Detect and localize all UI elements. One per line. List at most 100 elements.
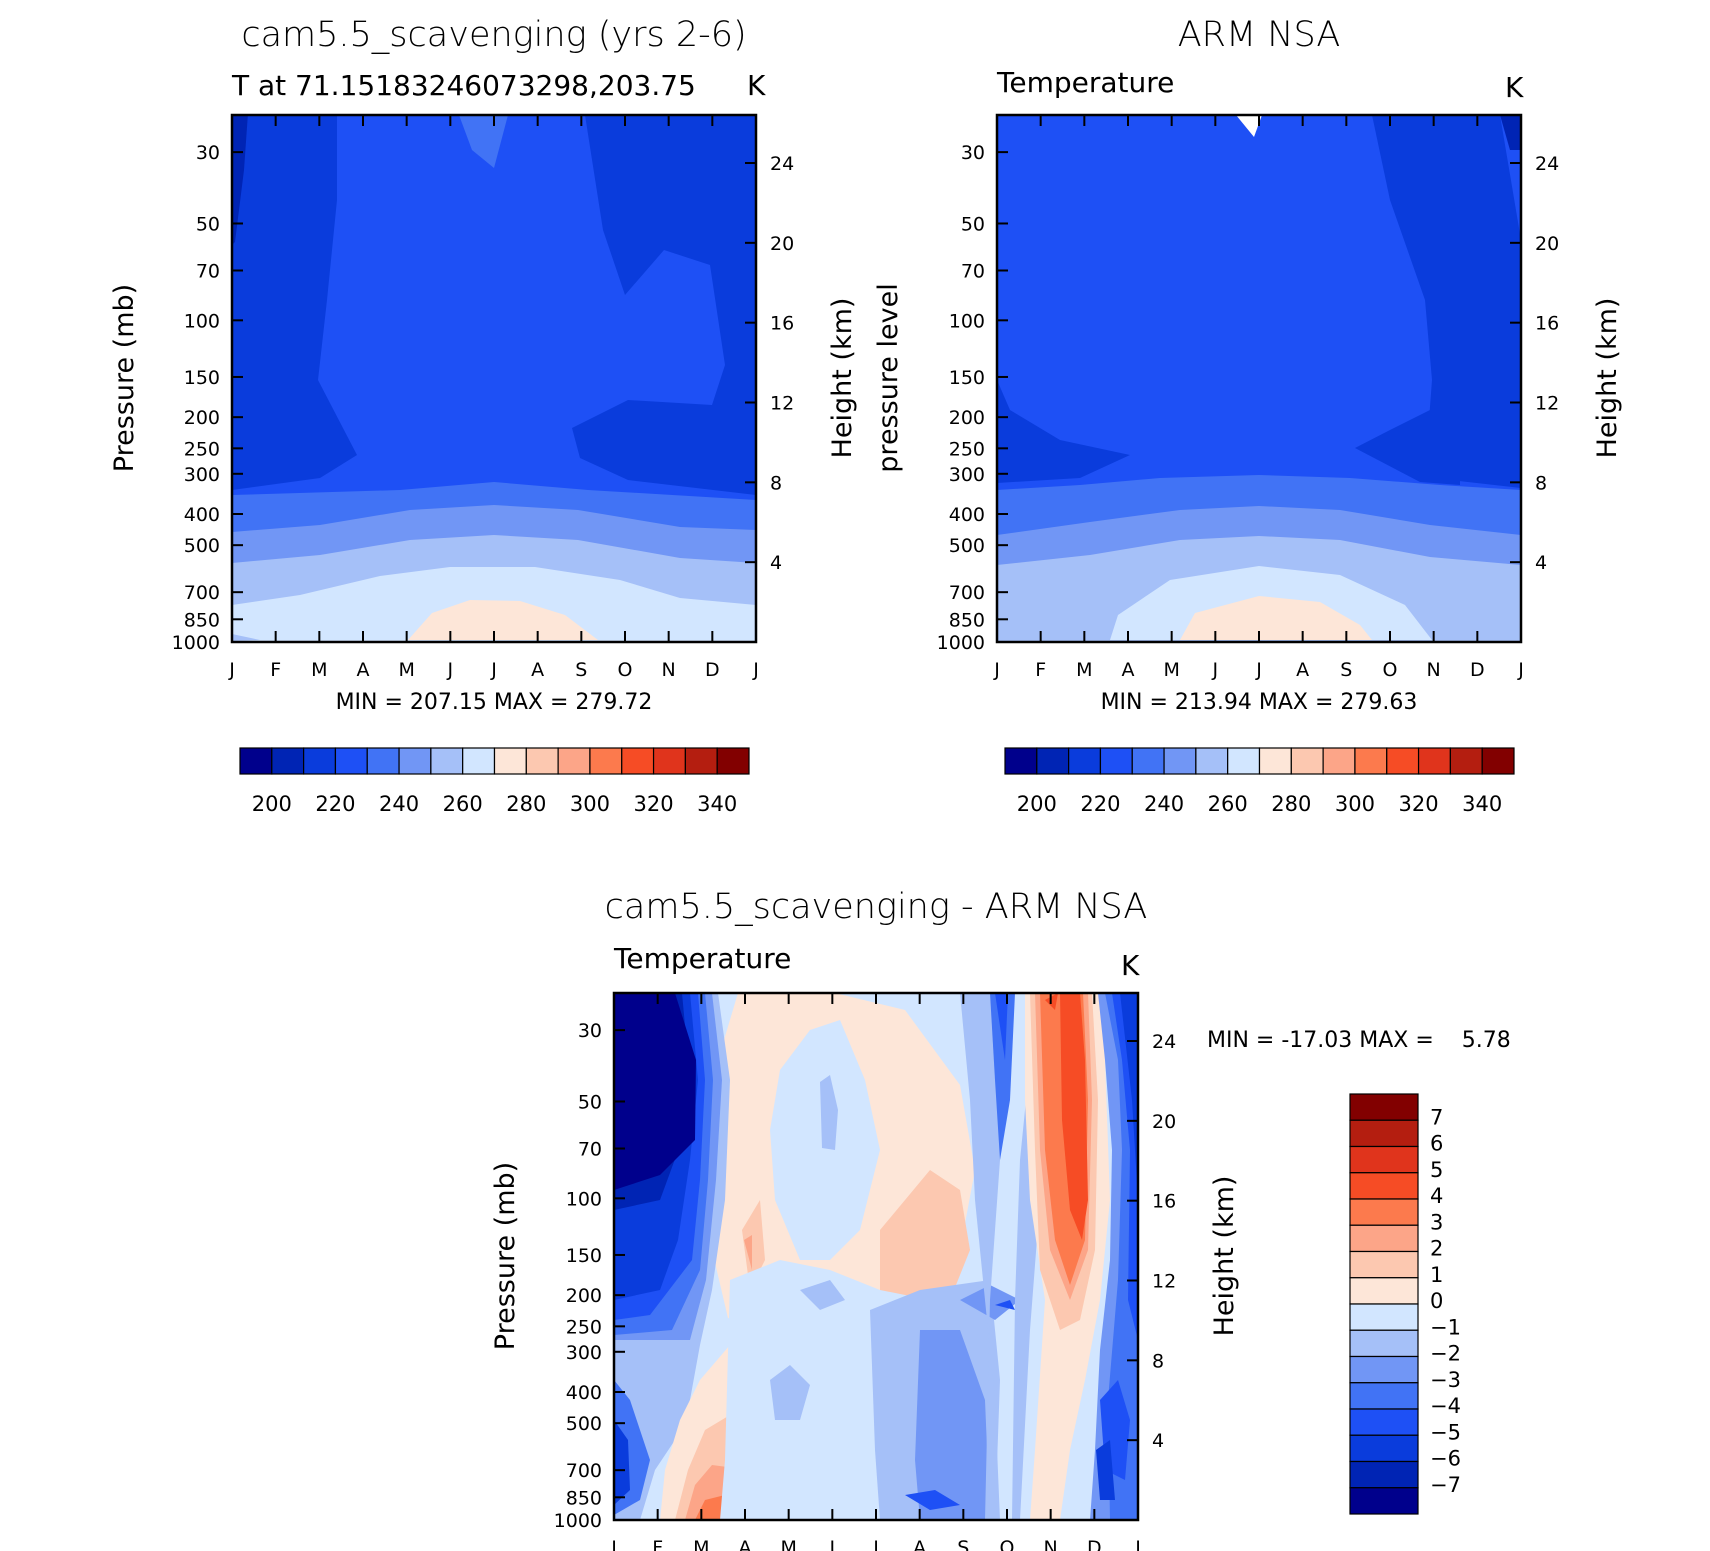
panel-obs-contours — [997, 115, 1521, 642]
y-right-tick-label: 16 — [770, 313, 794, 335]
colorbar-swatch — [1349, 1093, 1419, 1121]
panel-model-ylabel: Pressure (mb) — [109, 284, 140, 472]
x-tick-label: J — [1212, 659, 1219, 681]
panel-model-contours — [232, 115, 756, 642]
colorbar-label: 260 — [443, 792, 483, 816]
panel-obs-ylabel: pressure level — [873, 283, 904, 472]
colorbar-label: 240 — [379, 792, 419, 816]
colorbar-swatch — [1163, 747, 1197, 775]
y-tick-label: 300 — [949, 464, 985, 486]
colorbar-swatch — [1349, 1172, 1419, 1200]
y-right-tick-label: 8 — [770, 472, 782, 494]
colorbar-swatch — [716, 747, 750, 775]
colorbar-label: 6 — [1430, 1132, 1443, 1156]
colorbar-label: 3 — [1430, 1210, 1443, 1234]
colorbar-label: 240 — [1144, 792, 1184, 816]
colorbar-swatch — [1349, 1460, 1419, 1489]
colorbar-label: −1 — [1430, 1315, 1461, 1339]
y-tick-label: 50 — [196, 213, 220, 235]
colorbar-label: 300 — [1335, 792, 1375, 816]
colorbar-swatch — [652, 747, 686, 775]
y-tick-label: 30 — [961, 142, 985, 164]
x-tick-label: J — [1134, 1537, 1141, 1551]
y-right-tick-label: 4 — [1535, 552, 1547, 574]
y-tick-label: 1000 — [554, 1510, 602, 1532]
x-tick-label: S — [1340, 659, 1352, 681]
colorbar-label: −6 — [1430, 1447, 1461, 1471]
colorbar-swatch — [1068, 747, 1102, 775]
colorbar-swatch — [430, 747, 464, 775]
y-tick-label: 30 — [578, 1020, 602, 1042]
panel-model-units: K — [747, 69, 766, 102]
y-tick-label: 150 — [184, 367, 220, 389]
panel-diff-axes: J F M A M J J A S O N D J 30 50 70 100 150 200 250 300 400 500… — [554, 993, 1176, 1551]
x-tick-label: M — [398, 659, 414, 681]
colorbar-label: 1 — [1430, 1263, 1443, 1287]
x-tick-label: J — [447, 659, 454, 681]
colorbar-label: −5 — [1430, 1420, 1461, 1444]
y-tick-label: 100 — [949, 310, 985, 332]
x-tick-label: M — [693, 1537, 709, 1551]
y-tick-label: 1000 — [937, 632, 985, 654]
colorbar-label: 340 — [1462, 792, 1502, 816]
x-tick-label: S — [957, 1537, 969, 1551]
colorbar-swatch — [1481, 747, 1515, 775]
x-tick-label: F — [1035, 659, 1046, 681]
colorbar-swatch — [493, 747, 527, 775]
colorbar-swatch — [271, 747, 305, 775]
y-tick-label: 100 — [566, 1188, 602, 1210]
y-right-tick-label: 16 — [1535, 313, 1559, 335]
colorbar-swatch — [525, 747, 559, 775]
y-tick-label: 300 — [566, 1342, 602, 1364]
x-tick-label: M — [1076, 659, 1092, 681]
colorbar-label: 200 — [252, 792, 292, 816]
colorbar-label: 4 — [1430, 1184, 1443, 1208]
colorbar-label: −7 — [1430, 1473, 1461, 1497]
colorbar-swatch — [1004, 747, 1038, 775]
x-tick-label: N — [1427, 659, 1441, 681]
y-right-tick-label: 16 — [1152, 1191, 1176, 1213]
x-tick-label: J — [1517, 659, 1524, 681]
y-tick-label: 150 — [566, 1245, 602, 1267]
colorbar-label: 220 — [315, 792, 355, 816]
x-tick-label: M — [311, 659, 327, 681]
y-tick-label: 400 — [949, 504, 985, 526]
y-tick-label: 700 — [566, 1460, 602, 1482]
y-tick-label: 300 — [184, 464, 220, 486]
x-tick-label: A — [913, 1537, 926, 1551]
colorbar-swatch — [1099, 747, 1133, 775]
colorbar-swatch — [1386, 747, 1420, 775]
y-tick-label: 250 — [184, 438, 220, 460]
colorbar-swatch — [1354, 747, 1388, 775]
colorbar-label: 280 — [506, 792, 546, 816]
colorbar-swatch — [1349, 1303, 1419, 1331]
y-tick-label: 50 — [961, 213, 985, 235]
x-tick-label: J — [610, 1537, 617, 1551]
panel-obs-ylabel-right: Height (km) — [1592, 298, 1623, 459]
panel-obs: ARM NSA Temperature K J F M A M J J A S O N D J 30 50 7… — [873, 15, 1623, 816]
colorbar-swatch — [1349, 1408, 1419, 1436]
colorbar-swatch — [684, 747, 718, 775]
colorbar-swatch — [1258, 747, 1292, 775]
colorbar-swatch — [1349, 1198, 1419, 1226]
panel-diff-contours — [614, 993, 1138, 1520]
x-tick-label: O — [1383, 659, 1398, 681]
colorbar-swatch — [239, 747, 273, 775]
y-right-tick-label: 4 — [1152, 1430, 1164, 1452]
colorbar-swatch — [1349, 1119, 1419, 1148]
colorbar-label: 7 — [1430, 1105, 1443, 1129]
x-tick-label: O — [1000, 1537, 1015, 1551]
colorbar-swatch — [1349, 1224, 1419, 1253]
y-tick-label: 500 — [184, 535, 220, 557]
panel-model-minmax: MIN = 207.15 MAX = 279.72 — [336, 690, 653, 715]
x-tick-label: A — [357, 659, 370, 681]
y-right-tick-label: 8 — [1535, 472, 1547, 494]
x-tick-label: S — [575, 659, 587, 681]
colorbar-swatch — [1322, 747, 1356, 775]
y-tick-label: 100 — [184, 310, 220, 332]
x-tick-label: D — [705, 659, 720, 681]
colorbar-swatch — [1036, 747, 1070, 775]
panel-obs-title: ARM NSA — [1178, 15, 1341, 55]
